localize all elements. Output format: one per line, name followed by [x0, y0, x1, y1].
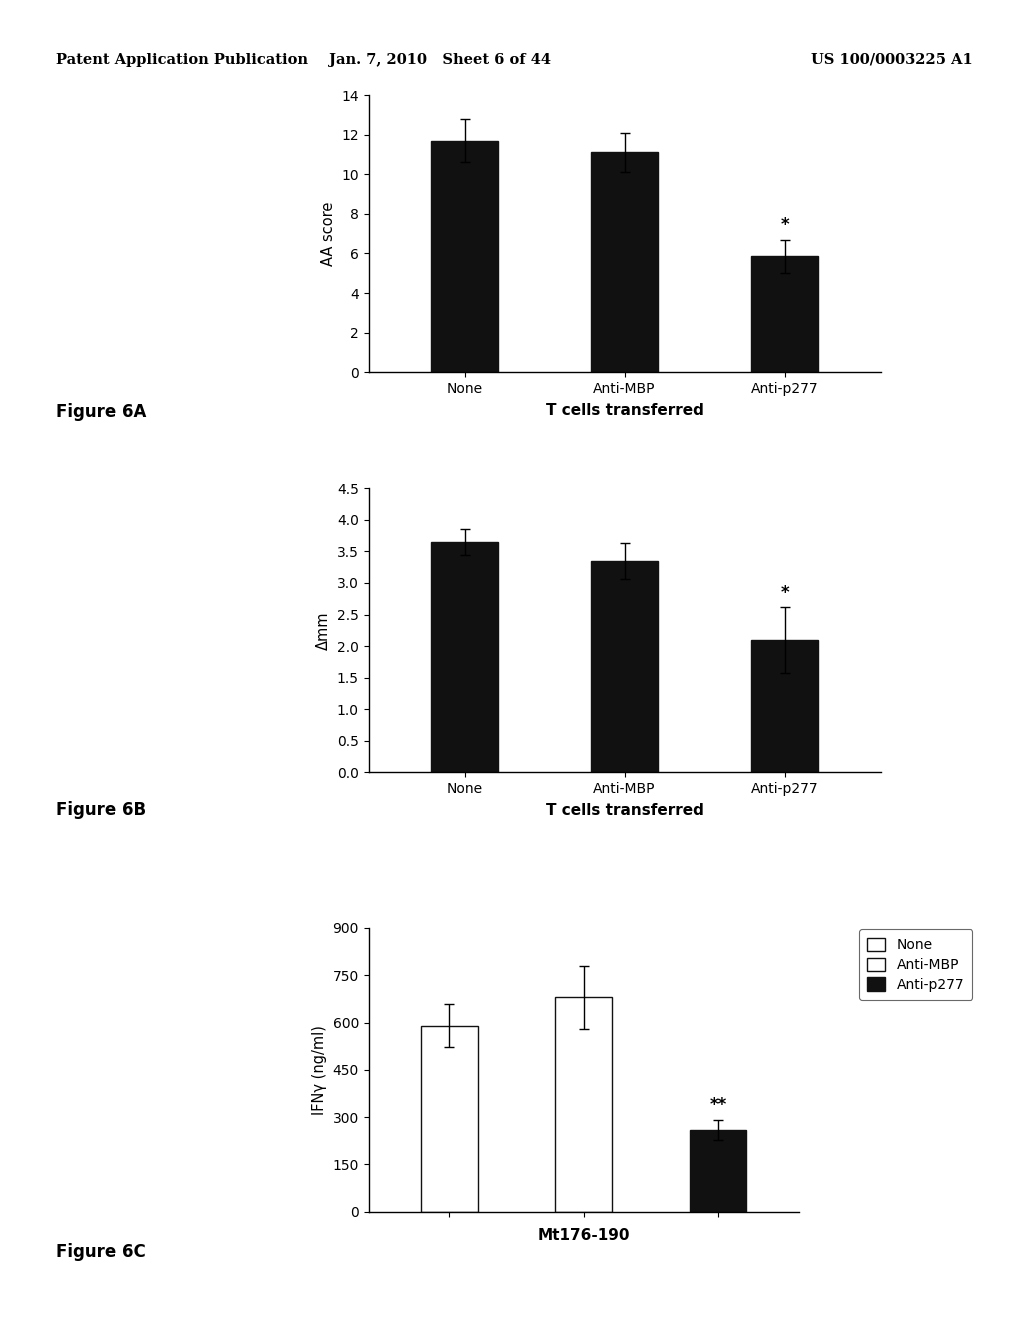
Text: Jan. 7, 2010   Sheet 6 of 44: Jan. 7, 2010 Sheet 6 of 44: [330, 53, 551, 67]
Y-axis label: Δmm: Δmm: [316, 611, 332, 649]
Bar: [431, 141, 499, 372]
X-axis label: T cells transferred: T cells transferred: [546, 803, 703, 818]
X-axis label: T cells transferred: T cells transferred: [546, 403, 703, 418]
Bar: [555, 998, 612, 1212]
Text: *: *: [780, 215, 788, 234]
Text: US 100/0003225 A1: US 100/0003225 A1: [811, 53, 973, 67]
Text: **: **: [710, 1096, 727, 1114]
Bar: [431, 543, 499, 772]
Bar: [751, 640, 818, 772]
Bar: [751, 256, 818, 372]
Y-axis label: AA score: AA score: [321, 202, 336, 265]
Text: Figure 6C: Figure 6C: [56, 1243, 146, 1262]
Bar: [591, 153, 658, 372]
Text: Figure 6A: Figure 6A: [56, 403, 146, 421]
Text: *: *: [780, 583, 788, 602]
Text: Patent Application Publication: Patent Application Publication: [56, 53, 308, 67]
Text: Figure 6B: Figure 6B: [56, 801, 146, 820]
X-axis label: Mt176-190: Mt176-190: [538, 1229, 630, 1243]
Bar: [591, 561, 658, 772]
Y-axis label: IFNγ (ng/ml): IFNγ (ng/ml): [312, 1024, 327, 1115]
Legend: None, Anti-MBP, Anti-p277: None, Anti-MBP, Anti-p277: [859, 929, 973, 1001]
Bar: [690, 1130, 746, 1212]
Bar: [421, 1026, 477, 1212]
